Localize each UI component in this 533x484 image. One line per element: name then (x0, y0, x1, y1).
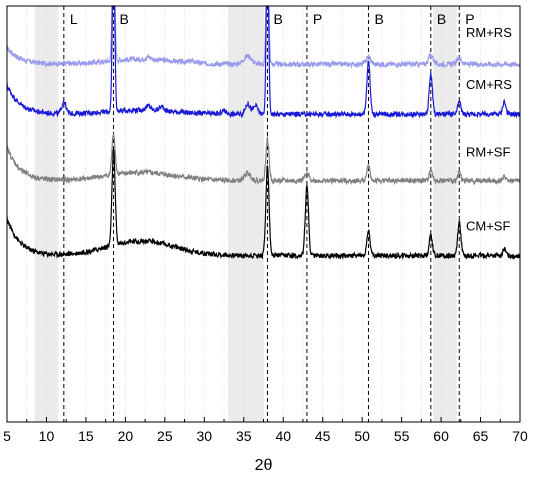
x-tick-label: 40 (275, 428, 291, 444)
minor-grid (26, 6, 501, 422)
peak-label-5: B (374, 11, 383, 27)
series-labels: RM+RS CM+RS RM+SF CM+SF (466, 25, 512, 233)
x-tick-label: 65 (473, 428, 489, 444)
peak-label-7: P (465, 11, 474, 27)
series-label-CM+RS: CM+RS (466, 77, 512, 92)
peak-label-4: P (313, 11, 322, 27)
series-label-RM+RS: RM+RS (466, 25, 512, 40)
x-tick-label: 45 (315, 428, 331, 444)
x-tick-label: 5 (3, 428, 11, 444)
series-label-RM+SF: RM+SF (466, 145, 510, 160)
peak-label-2: B (120, 11, 129, 27)
x-tick-label: 60 (433, 428, 449, 444)
x-tick-label: 20 (118, 428, 134, 444)
series-line-CM+RS (6, 5, 521, 119)
peak-label-1: L (70, 11, 78, 27)
series-line-RM+SF (6, 132, 521, 186)
peak-label-3: B (273, 11, 282, 27)
series-label-CM+SF: CM+SF (466, 219, 510, 234)
x-tick-label: 35 (236, 428, 252, 444)
axes: 5 10 15 20 25 30 35 40 45 50 55 60 65 70 (3, 5, 528, 444)
series-line-CM+SF (6, 148, 521, 261)
x-tick-label: 55 (394, 428, 410, 444)
shaded-regions (34, 6, 457, 422)
x-tick-label: 10 (39, 428, 55, 444)
x-tick-label: 15 (78, 428, 94, 444)
x-tick-label: 30 (197, 428, 213, 444)
x-axis-title: 2θ (255, 457, 273, 474)
x-tick-label: 50 (354, 428, 370, 444)
shaded-region-2 (227, 6, 264, 422)
series-line-RM+RS (6, 5, 521, 69)
series-group (6, 5, 521, 261)
shaded-region-3 (433, 6, 457, 422)
x-tick-label: 25 (157, 428, 173, 444)
peak-label-6: B (437, 11, 446, 27)
x-tick-label: 70 (512, 428, 528, 444)
